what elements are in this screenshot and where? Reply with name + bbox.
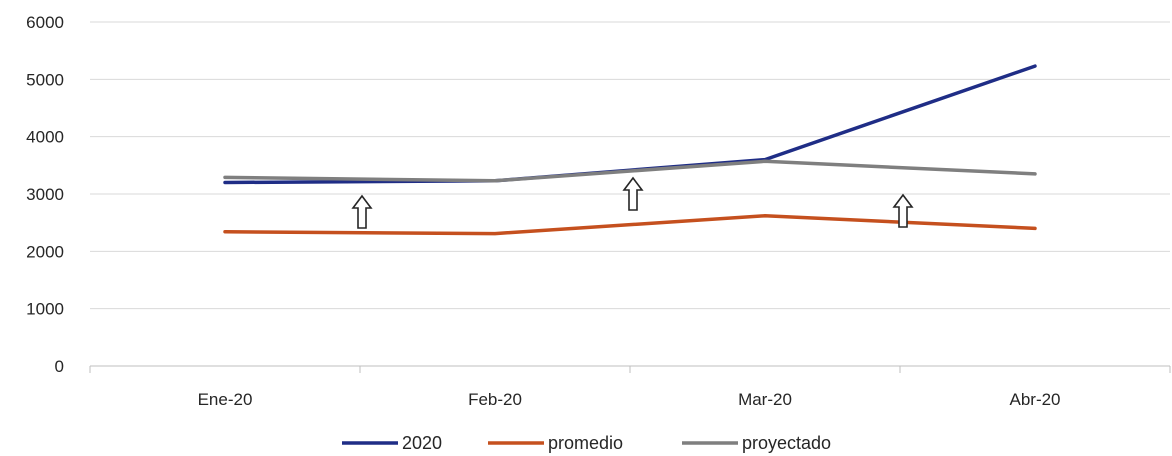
y-tick-label: 0	[55, 357, 64, 376]
annotation-arrows	[351, 176, 914, 229]
y-tick-label: 4000	[26, 128, 64, 147]
legend-label-promedio: promedio	[548, 433, 623, 453]
x-axis: Ene-20 Feb-20 Mar-20 Abr-20	[89, 365, 1171, 409]
y-tick-label: 5000	[26, 70, 64, 89]
series-line-2020	[223, 64, 1037, 185]
series-line-proyectado	[223, 159, 1037, 183]
y-axis: 0 1000 2000 3000 4000 5000 6000	[26, 13, 64, 376]
x-tick-label: Abr-20	[1009, 390, 1060, 409]
up-arrow-annotation	[351, 194, 373, 229]
gridlines	[90, 21, 1170, 310]
up-arrow-annotation	[892, 193, 914, 228]
legend-label-proyectado: proyectado	[742, 433, 831, 453]
x-tick-label: Mar-20	[738, 390, 792, 409]
y-tick-label: 6000	[26, 13, 64, 32]
y-tick-label: 1000	[26, 300, 64, 319]
legend: 2020 promedio proyectado	[342, 433, 831, 453]
x-tick-label: Ene-20	[198, 390, 253, 409]
y-tick-label: 3000	[26, 185, 64, 204]
x-tick-label: Feb-20	[468, 390, 522, 409]
up-arrow-annotation	[622, 176, 644, 211]
y-tick-label: 2000	[26, 242, 64, 261]
legend-label-2020: 2020	[402, 433, 442, 453]
series-line-promedio	[223, 214, 1037, 236]
